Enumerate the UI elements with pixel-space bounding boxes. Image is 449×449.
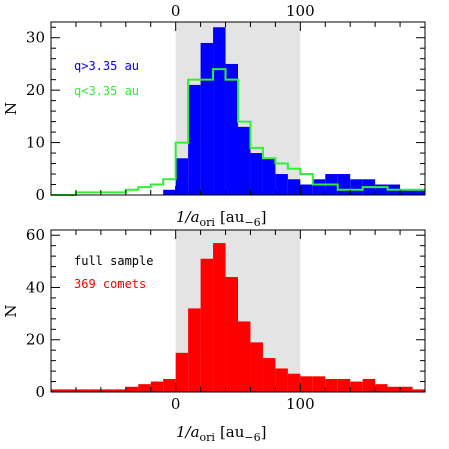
top-ytick-label: 20 xyxy=(26,81,45,99)
top-bar-29 xyxy=(412,189,425,195)
x-label-main: 1/a xyxy=(176,423,200,441)
x-label-close: ] xyxy=(261,208,267,226)
bottom-ticks: 0 20 40 60 0 100 xyxy=(26,226,426,413)
legend-q-lt: q<3.35 au xyxy=(74,84,139,98)
top-bar-13 xyxy=(213,27,226,195)
bot-bar-19 xyxy=(287,373,301,392)
bot-ytick-label: 40 xyxy=(26,278,45,296)
bot-bar-8 xyxy=(150,381,164,392)
bottom-y-axis-label: N xyxy=(2,304,20,317)
bot-bar-17 xyxy=(262,358,276,392)
bottom-bars-red xyxy=(51,243,425,392)
bot-bar-9 xyxy=(163,378,176,392)
bot-bar-28 xyxy=(400,386,413,392)
top-step-green xyxy=(51,68,425,196)
bot-bar-3 xyxy=(88,389,101,392)
bot-bar-10 xyxy=(175,352,189,392)
bot-bar-11 xyxy=(188,308,201,392)
top-bar-21 xyxy=(312,179,326,195)
x-label-sub: ori xyxy=(200,431,216,444)
bot-bar-15 xyxy=(238,321,251,392)
bot-bar-4 xyxy=(100,389,114,392)
bot-ytick-label: 60 xyxy=(26,226,45,244)
bot-bar-7 xyxy=(138,384,151,392)
top-bar-10 xyxy=(175,158,189,195)
top-ytick-label: 0 xyxy=(35,186,45,204)
bot-bar-26 xyxy=(375,384,388,392)
bot-bar-27 xyxy=(387,386,401,392)
bot-bar-6 xyxy=(125,386,139,392)
x-label-close: ] xyxy=(261,423,267,441)
top-ytick-label: 30 xyxy=(26,29,45,47)
top-bar-17 xyxy=(262,158,276,195)
top-axes-frame xyxy=(50,21,426,196)
bot-bar-18 xyxy=(275,368,288,392)
top-bar-9 xyxy=(163,189,176,195)
top-ticks: 0 10 20 30 0 100 xyxy=(26,2,426,204)
bot-bar-0 xyxy=(51,389,64,392)
bottom-xtick-label: 100 xyxy=(286,395,315,413)
top-xtick-label: 100 xyxy=(286,2,315,20)
bot-bar-21 xyxy=(312,376,326,392)
x-label-units: [au xyxy=(220,423,245,441)
bot-bar-22 xyxy=(325,378,338,392)
top-bar-23 xyxy=(337,174,351,195)
top-bar-11 xyxy=(188,84,201,195)
bottom-axes-frame xyxy=(50,229,426,393)
bot-bar-25 xyxy=(362,378,376,392)
top-bar-12 xyxy=(200,42,214,195)
bot-ytick-label: 20 xyxy=(26,331,45,349)
bot-bar-16 xyxy=(250,342,263,392)
top-bar-26 xyxy=(375,184,388,195)
annotation-comet-count: 369 comets xyxy=(74,277,146,291)
bot-bar-29 xyxy=(412,389,425,392)
top-bars-blue xyxy=(163,27,425,195)
bot-bar-24 xyxy=(350,381,363,392)
top-bar-15 xyxy=(238,126,251,195)
bottom-xtick-label: 0 xyxy=(171,395,181,413)
bot-bar-5 xyxy=(113,389,126,392)
x-label-sub: ori xyxy=(200,216,216,229)
top-bar-16 xyxy=(250,153,263,195)
top-bar-14 xyxy=(225,63,238,195)
x-label-units-sub: −6 xyxy=(244,216,260,229)
bot-bar-20 xyxy=(300,376,313,392)
bot-bar-23 xyxy=(337,378,351,392)
x-label-main: 1/a xyxy=(176,208,200,226)
top-x-axis-label: 1/aori [au−6] xyxy=(176,208,267,229)
annotation-full-sample: full sample xyxy=(74,254,153,268)
legend-q-gt: q>3.35 au xyxy=(74,59,139,73)
bot-bar-13 xyxy=(213,243,226,392)
bot-ytick-label: 0 xyxy=(35,383,45,401)
top-bar-18 xyxy=(275,174,288,195)
top-ytick-label: 10 xyxy=(26,134,45,152)
bot-bar-12 xyxy=(200,258,214,392)
bottom-panel: 0 20 40 60 0 100 full sample 369 comets N 1/a… xyxy=(2,226,426,444)
bot-bar-14 xyxy=(225,277,238,392)
top-bar-19 xyxy=(287,179,301,195)
x-label-units-sub: −6 xyxy=(244,431,260,444)
bot-bar-1 xyxy=(63,389,76,392)
top-y-axis-label: N xyxy=(2,102,20,115)
top-bar-20 xyxy=(300,184,313,195)
top-panel: 0 10 20 30 0 100 q>3.35 au q<3.35 au N 1/aori… xyxy=(2,2,426,229)
top-xtick-label: 0 xyxy=(171,2,181,20)
top-bar-28 xyxy=(400,189,413,195)
x-label-units: [au xyxy=(220,208,245,226)
bottom-x-axis-label: 1/aori [au−6] xyxy=(176,423,267,444)
top-bar-24 xyxy=(350,179,363,195)
bot-bar-2 xyxy=(75,389,89,392)
